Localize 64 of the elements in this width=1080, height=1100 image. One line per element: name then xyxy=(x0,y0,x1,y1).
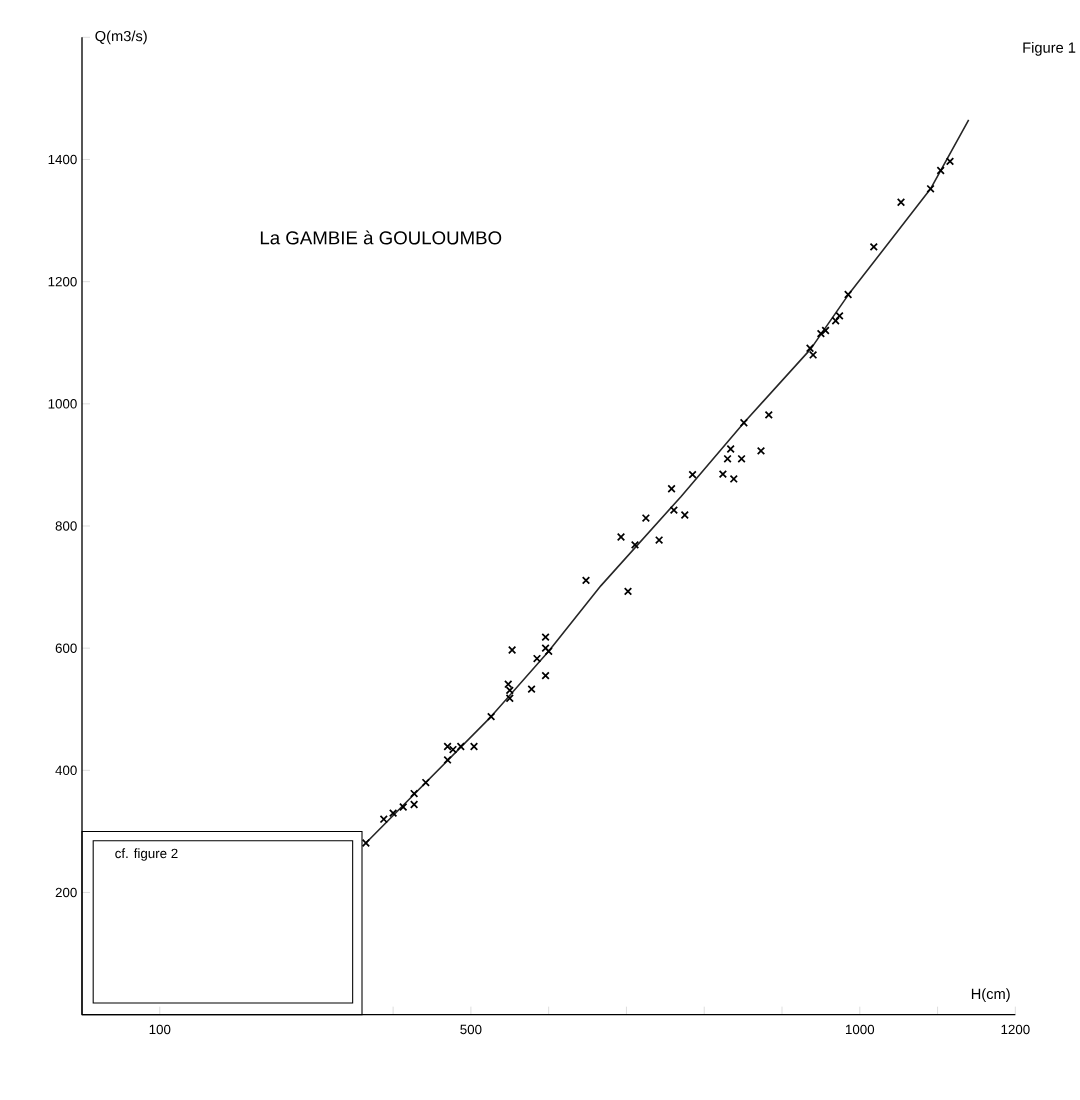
point xyxy=(505,686,514,695)
point xyxy=(541,671,550,680)
point xyxy=(896,198,905,207)
x-axis-title: H(cm) xyxy=(971,988,1010,1002)
point xyxy=(527,684,536,694)
point xyxy=(507,645,517,655)
point xyxy=(443,755,452,765)
point xyxy=(718,469,727,479)
point xyxy=(945,157,954,166)
point xyxy=(680,510,689,520)
point xyxy=(831,316,840,325)
point xyxy=(835,311,844,321)
point xyxy=(843,290,853,299)
y-tick-label: 1400 xyxy=(48,154,77,165)
point xyxy=(581,576,590,585)
annotation: cf. figure 2 xyxy=(115,848,178,861)
y-tick-label: 600 xyxy=(55,643,77,653)
point xyxy=(503,680,513,689)
x-tick-label: 1200 xyxy=(1001,1024,1030,1035)
point xyxy=(388,808,398,818)
point xyxy=(409,800,419,809)
point xyxy=(469,742,478,751)
point xyxy=(623,587,632,596)
point xyxy=(379,815,388,824)
point xyxy=(926,184,935,193)
point xyxy=(398,802,408,812)
point xyxy=(532,654,541,663)
y-axis-title: Q(m3/s) xyxy=(95,30,147,45)
point xyxy=(654,535,664,545)
text: La GAMBIE à GOULOUMBO xyxy=(260,230,502,245)
point xyxy=(641,513,650,523)
point xyxy=(936,166,945,175)
x-tick-label: 100 xyxy=(149,1024,171,1035)
point xyxy=(361,838,370,848)
y-tick-label: 800 xyxy=(55,521,77,531)
point xyxy=(667,484,676,493)
point xyxy=(737,454,746,463)
point xyxy=(630,540,639,550)
point xyxy=(723,454,732,463)
point xyxy=(805,344,814,353)
y-tick-label: 400 xyxy=(55,765,77,776)
y-tick-label: 200 xyxy=(55,887,77,898)
point xyxy=(726,444,735,454)
point xyxy=(544,647,553,656)
point xyxy=(764,410,773,419)
point xyxy=(616,532,625,542)
point xyxy=(808,350,818,360)
caption: Figure 1 xyxy=(1023,42,1076,56)
point xyxy=(541,643,550,653)
point xyxy=(688,470,697,479)
point xyxy=(541,633,550,642)
y-tick-label: 1000 xyxy=(48,399,77,409)
x-tick-label: 1000 xyxy=(845,1024,874,1035)
point xyxy=(739,418,748,427)
point xyxy=(756,446,765,456)
point xyxy=(409,789,419,798)
x-tick-label: 500 xyxy=(460,1024,482,1035)
point xyxy=(869,242,878,252)
point xyxy=(421,778,430,787)
point xyxy=(505,694,514,703)
point xyxy=(669,505,678,515)
point xyxy=(486,712,496,721)
point xyxy=(729,474,738,484)
y-tick-label: 1200 xyxy=(48,276,77,287)
